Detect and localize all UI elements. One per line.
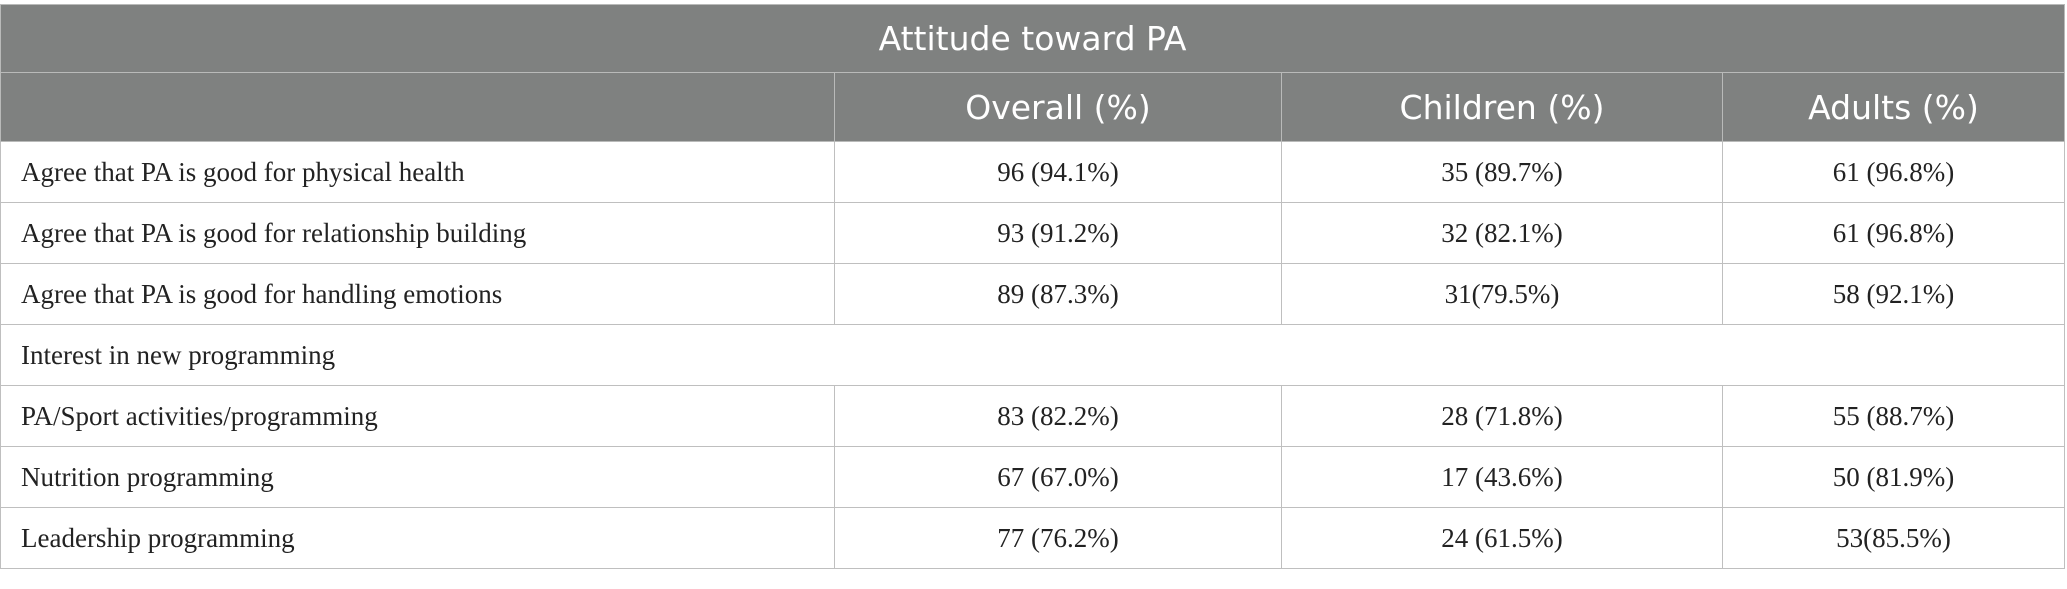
table-title: Attitude toward PA xyxy=(0,4,2066,73)
attitude-table: Attitude toward PA Overall (%) Children … xyxy=(0,4,2066,569)
header-row: Overall (%) Children (%) Adults (%) xyxy=(0,72,2066,142)
cell-children: 24 (61.5%) xyxy=(1281,507,1723,569)
cell-children: 17 (43.6%) xyxy=(1281,446,1723,508)
cell-overall: 96 (94.1%) xyxy=(834,141,1282,203)
header-label xyxy=(0,72,835,142)
table-row: Nutrition programming 67 (67.0%) 17 (43.… xyxy=(0,446,2066,508)
cell-overall: 83 (82.2%) xyxy=(834,385,1282,447)
cell-adults: 61 (96.8%) xyxy=(1721,202,2066,264)
table-row: Agree that PA is good for physical healt… xyxy=(0,141,2066,203)
table-row: Leadership programming 77 (76.2%) 24 (61… xyxy=(0,507,2066,569)
cell-adults: 55 (88.7%) xyxy=(1721,385,2066,447)
section-row: Interest in new programming xyxy=(0,324,2066,386)
table-row: PA/Sport activities/programming 83 (82.2… xyxy=(0,385,2066,447)
cell-adults: 61 (96.8%) xyxy=(1721,141,2066,203)
row-label: Agree that PA is good for relationship b… xyxy=(0,202,835,264)
section-label: Interest in new programming xyxy=(0,324,2066,386)
attitude-table-container: Attitude toward PA Overall (%) Children … xyxy=(0,4,2067,569)
cell-children: 31(79.5%) xyxy=(1281,263,1723,325)
header-overall: Overall (%) xyxy=(834,72,1282,142)
cell-children: 32 (82.1%) xyxy=(1281,202,1723,264)
cell-adults: 58 (92.1%) xyxy=(1721,263,2066,325)
cell-children: 35 (89.7%) xyxy=(1281,141,1723,203)
title-row: Attitude toward PA xyxy=(0,4,2066,73)
row-label: Agree that PA is good for handling emoti… xyxy=(0,263,835,325)
cell-adults: 50 (81.9%) xyxy=(1721,446,2066,508)
header-children: Children (%) xyxy=(1281,72,1723,142)
cell-overall: 93 (91.2%) xyxy=(834,202,1282,264)
cell-adults: 53(85.5%) xyxy=(1721,507,2066,569)
cell-children: 28 (71.8%) xyxy=(1281,385,1723,447)
header-adults: Adults (%) xyxy=(1721,72,2066,142)
row-label: Leadership programming xyxy=(0,507,835,569)
cell-overall: 67 (67.0%) xyxy=(834,446,1282,508)
table-row: Agree that PA is good for handling emoti… xyxy=(0,263,2066,325)
row-label: Agree that PA is good for physical healt… xyxy=(0,141,835,203)
row-label: PA/Sport activities/programming xyxy=(0,385,835,447)
cell-overall: 89 (87.3%) xyxy=(834,263,1282,325)
table-row: Agree that PA is good for relationship b… xyxy=(0,202,2066,264)
cell-overall: 77 (76.2%) xyxy=(834,507,1282,569)
row-label: Nutrition programming xyxy=(0,446,835,508)
